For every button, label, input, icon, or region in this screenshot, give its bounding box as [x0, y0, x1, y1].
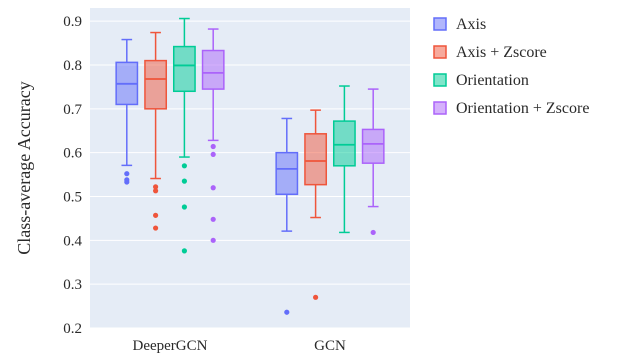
- iqr-box: [361, 128, 385, 164]
- outlier-point: [153, 212, 159, 218]
- iqr-box: [172, 45, 196, 93]
- outlier-point: [210, 151, 216, 158]
- outlier-point: [153, 225, 159, 231]
- box-axis-zscore: [144, 31, 168, 231]
- outlier-point: [370, 229, 376, 236]
- outlier-point: [210, 237, 216, 243]
- iqr-box: [275, 151, 299, 196]
- legend-item: Axis: [433, 16, 486, 33]
- y-tick-label: 0.9: [63, 14, 82, 30]
- box-orientation: [172, 17, 196, 254]
- iqr-box: [332, 120, 356, 167]
- legend: Axis Axis + Zscore Orientation Orientation …: [433, 16, 589, 117]
- x-category-label: DeeperGCN: [133, 338, 208, 354]
- y-tick-label: 0.3: [63, 277, 82, 293]
- outlier-point: [210, 216, 216, 222]
- iqr-box: [144, 59, 168, 110]
- legend-swatch: [433, 101, 447, 115]
- legend-label: Orientation + Zscore: [456, 100, 589, 117]
- outlier-point: [313, 294, 319, 300]
- outlier-point: [210, 143, 216, 150]
- iqr-box: [304, 133, 328, 186]
- box-axis-zscore: [304, 109, 328, 300]
- x-axis-categories: DeeperGCN GCN: [133, 338, 346, 354]
- outlier-point: [284, 309, 290, 315]
- plot-background: [90, 8, 410, 328]
- y-tick-label: 0.6: [63, 146, 82, 162]
- legend-label: Orientation: [456, 72, 529, 89]
- legend-item: Axis + Zscore: [433, 44, 547, 61]
- legend-label: Axis: [456, 16, 486, 33]
- outlier-point: [210, 185, 216, 191]
- outlier-point: [153, 188, 159, 194]
- y-tick-label: 0.2: [63, 321, 82, 337]
- box-orientation-zscore: [201, 28, 225, 243]
- box-axis: [275, 117, 299, 315]
- x-category-label: GCN: [314, 338, 346, 354]
- box-axis: [115, 38, 139, 185]
- box-orientation-zscore: [361, 88, 385, 236]
- iqr-box: [201, 49, 225, 90]
- y-tick-label: 0.7: [63, 102, 82, 118]
- legend-label: Axis + Zscore: [456, 44, 547, 61]
- outlier-point: [181, 178, 187, 184]
- legend-item: Orientation + Zscore: [433, 100, 589, 117]
- outlier-point: [153, 184, 159, 190]
- outlier-point: [124, 171, 130, 177]
- outlier-point: [181, 204, 187, 210]
- outlier-point: [181, 163, 187, 169]
- legend-swatch: [433, 45, 447, 59]
- y-axis-ticks: 0.2 0.3 0.4 0.5 0.6 0.7 0.8 0.9: [63, 14, 82, 337]
- legend-swatch: [433, 73, 447, 87]
- gridlines: [90, 20, 410, 329]
- box-series: [115, 17, 385, 315]
- legend-swatch: [433, 17, 447, 31]
- outlier-point: [124, 179, 130, 185]
- y-tick-label: 0.8: [63, 58, 82, 74]
- outlier-point: [181, 248, 187, 254]
- y-tick-label: 0.5: [63, 189, 82, 205]
- legend-item: Orientation: [433, 72, 529, 89]
- box-orientation: [332, 85, 356, 234]
- y-tick-label: 0.4: [63, 233, 82, 249]
- y-axis-title: Class-average Accuracy: [14, 81, 34, 254]
